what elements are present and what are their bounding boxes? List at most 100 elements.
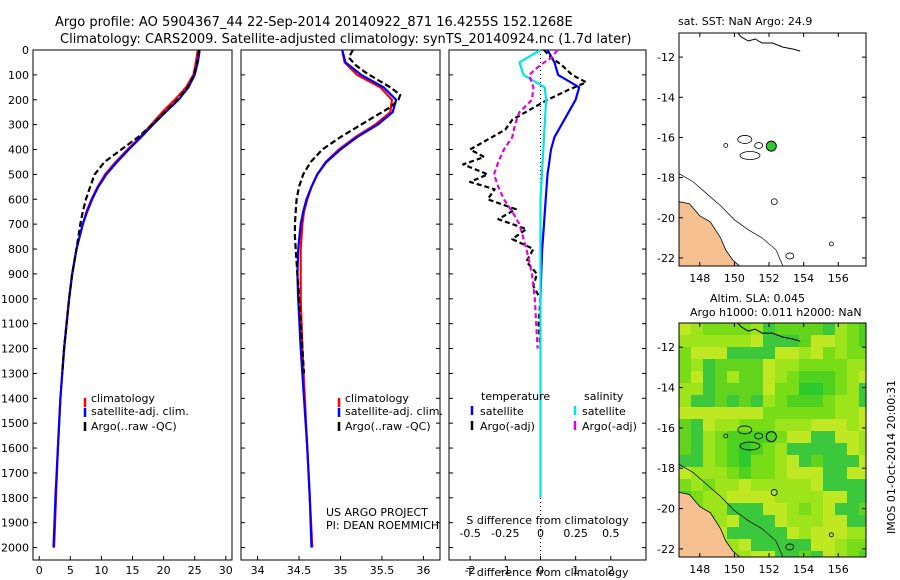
sla-cell — [727, 395, 740, 408]
sla-cell — [763, 539, 776, 552]
sla-cell — [811, 407, 824, 420]
sla-cell — [739, 491, 752, 504]
depth-tick-label: 1400 — [1, 392, 29, 405]
sla-cell — [763, 359, 776, 372]
coastline-png — [737, 33, 801, 52]
sla-cell — [847, 407, 860, 420]
sla-cell — [763, 503, 776, 516]
sla-cell — [835, 383, 848, 396]
sla-cell — [751, 527, 764, 540]
reef-outline — [739, 441, 761, 451]
sla-cell — [739, 383, 752, 396]
sla-cell — [703, 323, 716, 336]
sla-cell — [763, 371, 776, 384]
sla-cell — [775, 419, 788, 432]
sla-cell — [847, 515, 860, 528]
sla-cell — [811, 419, 824, 432]
sla-cell — [847, 395, 860, 408]
sla-cell — [679, 335, 692, 348]
reef-outline — [754, 432, 764, 440]
reef-outline — [828, 241, 834, 247]
map-x-tick-label: 148 — [689, 563, 710, 576]
series-line-satellite-adj-clim- — [296, 49, 398, 548]
map-y-tick-label: -14 — [657, 382, 675, 395]
sla-cell — [751, 503, 764, 516]
x-tick-label: -2 — [465, 564, 476, 577]
sla-cell — [859, 323, 866, 336]
sla-cell — [799, 479, 812, 492]
sla-cell — [835, 479, 848, 492]
sla-cell — [775, 455, 788, 468]
argo-position-marker — [765, 431, 777, 443]
plot-frame — [448, 49, 647, 561]
legend-t-argo: Argo(-adj) — [480, 420, 535, 433]
sla-cell — [823, 527, 836, 540]
sla-cell — [751, 479, 764, 492]
sla-cell — [787, 347, 800, 360]
depth-tick-label: 100 — [8, 69, 29, 82]
sla-cell — [751, 467, 764, 480]
sla-cell — [835, 491, 848, 504]
sla-cell — [739, 347, 752, 360]
sla-cell — [775, 371, 788, 384]
land-australia — [679, 491, 741, 557]
x-tick-label: 15 — [126, 564, 140, 577]
sla-cell — [835, 419, 848, 432]
x-axis-label: T difference from climatology — [466, 566, 629, 579]
legend-s-satellite: satellite — [582, 405, 626, 418]
sla-cell — [811, 491, 824, 504]
sla-cell — [715, 443, 728, 456]
sla-cell — [847, 527, 860, 540]
plot-frame — [32, 49, 233, 561]
sla-cell — [847, 359, 860, 372]
sla-cell — [799, 335, 812, 348]
map-x-tick-label: 152 — [759, 563, 780, 576]
sla-cell — [811, 323, 824, 336]
sla-cell — [847, 467, 860, 480]
sla-cell — [715, 335, 728, 348]
depth-tick-label: 900 — [8, 268, 29, 281]
depth-tick-label: 1300 — [1, 367, 29, 380]
sla-cell — [763, 467, 776, 480]
sla-cell — [775, 359, 788, 372]
sla-cell — [847, 455, 860, 468]
sla-cell — [787, 407, 800, 420]
sla-cell — [787, 467, 800, 480]
x-tick-label: 35 — [334, 564, 348, 577]
sla-cell — [703, 335, 716, 348]
sla-cell — [823, 503, 836, 516]
sla-cell — [751, 431, 764, 444]
sla-cell — [691, 359, 704, 372]
sla-cell — [775, 395, 788, 408]
timestamp-label: IMOS 01-Oct-2014 20:00:31 — [885, 380, 898, 535]
map-y-tick-label: -12 — [657, 341, 675, 354]
map-y-tick-label: -20 — [657, 212, 675, 225]
sla-cell — [679, 467, 692, 480]
sla-cell — [751, 455, 764, 468]
sla-cell — [859, 371, 866, 384]
depth-tick-label: 700 — [8, 218, 29, 231]
sla-cell — [703, 467, 716, 480]
sla-cell — [751, 371, 764, 384]
sla-cell — [679, 443, 692, 456]
legend-climatology: climatology — [345, 392, 409, 405]
legend-climatology: climatology — [91, 392, 155, 405]
x-tick-label: 36 — [416, 564, 430, 577]
sla-cell — [811, 539, 824, 552]
sla-cell — [691, 479, 704, 492]
x-tick-label: 35.5 — [370, 564, 395, 577]
sla-cell — [739, 407, 752, 420]
sla-cell — [751, 539, 764, 552]
sla-cell — [715, 371, 728, 384]
sla-cell — [691, 395, 704, 408]
sla-cell — [751, 347, 764, 360]
sla-cell — [739, 335, 752, 348]
sst-map: 148 150 152 154 156 -12 -14 -16 -18 -20 -22 — [657, 32, 867, 285]
sla-cell — [811, 551, 824, 557]
sla-cell — [859, 383, 866, 396]
depth-tick-label: 1900 — [1, 517, 29, 530]
sla-cell — [799, 503, 812, 516]
header-line2: Climatology: CARS2009. Satellite-adjuste… — [60, 32, 632, 47]
sla-cell — [775, 347, 788, 360]
sla-cell — [715, 347, 728, 360]
